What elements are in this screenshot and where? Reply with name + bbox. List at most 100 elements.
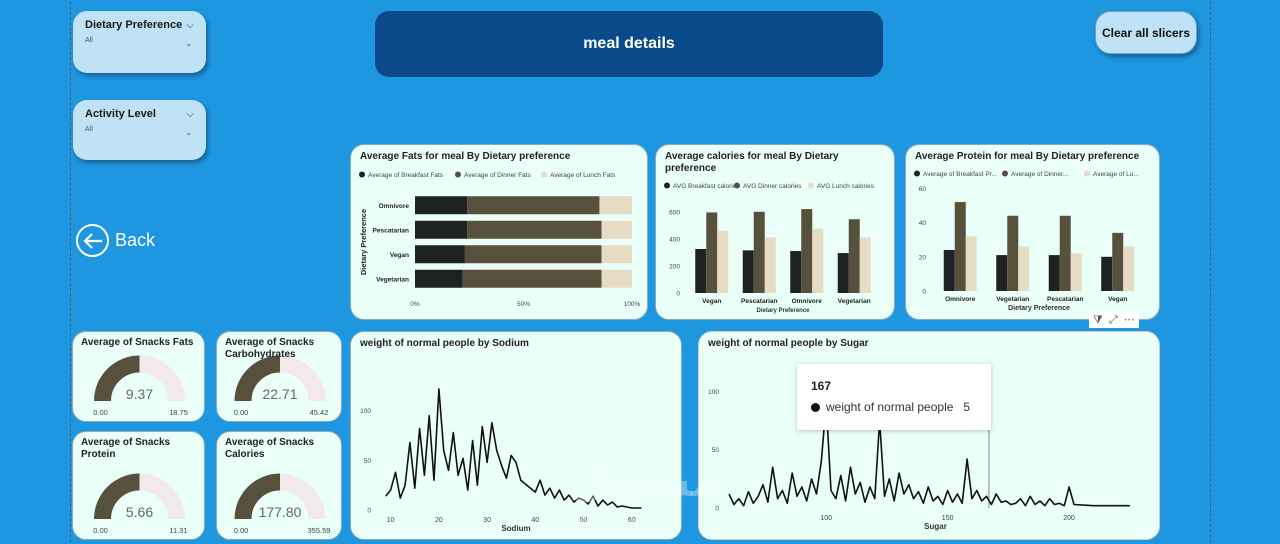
x-tick-label: 40 [531, 517, 539, 524]
bar-segment [599, 196, 632, 215]
y-tick-label: 20 [919, 254, 927, 261]
series-dot-icon [811, 402, 820, 412]
gauge-min: 0.00 [93, 526, 108, 535]
category-label: Vegan [390, 252, 409, 259]
gauge-title: Average of Snacks [225, 337, 315, 348]
gauge-min: 0.00 [93, 408, 108, 417]
x-tick-label: 60 [628, 517, 636, 524]
bar-segment [601, 269, 632, 288]
x-tick-label: 100 [820, 515, 832, 522]
gauge: 22.71 0.00 45.42 [234, 355, 329, 417]
chart-title: weight of normal people by Sodium [360, 338, 529, 349]
gauge-max: 45.42 [310, 408, 329, 417]
gauge-fill [234, 355, 281, 402]
bar [848, 219, 860, 293]
bar [837, 253, 849, 293]
chart-title: Average Protein for meal By Dietary pref… [915, 151, 1140, 162]
x-axis-title: Dietary Preference [1008, 305, 1070, 312]
activity-level-slicer[interactable]: Activity Level ⌵ All ⌄ [73, 100, 206, 160]
legend-label: Average of Dinner... [1011, 171, 1069, 178]
legend-marker [455, 171, 461, 178]
bar [859, 237, 871, 293]
legend-label: Average of Breakfast Fats [368, 172, 444, 179]
bar [695, 249, 707, 293]
bar [1059, 215, 1071, 291]
chevron-down-icon[interactable]: ⌵ [186, 20, 194, 31]
y-axis-title: Dietary Preference [359, 209, 368, 275]
bar-segment [467, 196, 600, 215]
y-tick-label: 200 [669, 263, 680, 270]
bar [790, 251, 802, 293]
slicer-title: Activity Level [85, 108, 156, 120]
category-label: Pescatarian [1047, 296, 1084, 303]
legend-marker [734, 182, 740, 189]
back-button[interactable]: Back [76, 224, 155, 257]
page-title: meal details [375, 11, 883, 77]
bar-segment [415, 196, 468, 215]
bar-segment [415, 245, 465, 264]
bar [996, 255, 1008, 291]
y-tick-label: 60 [919, 186, 927, 193]
bar [965, 236, 977, 291]
bar-segment [415, 220, 468, 239]
chevron-down-icon[interactable]: ⌵ [186, 109, 194, 120]
bar [764, 237, 776, 293]
bar [943, 249, 955, 291]
legend-label: Average of Lu... [1093, 171, 1139, 178]
more-options-icon[interactable]: ⋯ [1123, 314, 1135, 326]
gauge-title: Average of Snacks [81, 437, 171, 448]
series-line [728, 402, 1130, 507]
bar [1070, 253, 1082, 291]
legend-label: Average of Dinner Fats [464, 172, 531, 179]
bar [1007, 215, 1019, 291]
gauge-card-snacks-fats: Average of Snacks Fats 9.37 0.00 18.75 [72, 331, 205, 422]
chevron-down-icon[interactable]: ⌄ [185, 128, 192, 137]
x-tick-label: 50% [517, 301, 530, 308]
y-tick-label: 0 [676, 291, 680, 298]
sugar-chart-panel[interactable]: weight of normal people by Sugar 0 50 100 1… [698, 331, 1160, 540]
slicer-value[interactable]: All [85, 126, 93, 133]
gauge-value: 177.80 [259, 504, 302, 520]
chart-tooltip: 167 weight of normal people 5 [797, 364, 991, 430]
x-axis-title: Dietary Preference [756, 308, 810, 314]
protein-chart-panel: Average Protein for meal By Dietary pref… [905, 144, 1160, 320]
gauge-max: 355.59 [308, 526, 331, 535]
tooltip-row: weight of normal people 5 [811, 400, 970, 414]
bar-segment [601, 245, 632, 264]
gauge-fill [234, 473, 281, 520]
y-tick-label: 50 [364, 458, 372, 465]
x-tick-label: 100% [624, 301, 641, 308]
bar-segment [415, 269, 463, 288]
legend-marker [808, 182, 814, 189]
gauge-title-2: Calories [225, 449, 265, 460]
y-tick-label: 400 [669, 236, 680, 243]
slicer-value[interactable]: All [85, 37, 93, 44]
x-tick-label: 10 [387, 517, 395, 524]
gauge-max: 18.75 [169, 408, 188, 417]
chart-title: weight of normal people by Sugar [708, 338, 869, 349]
bar-segment [462, 269, 602, 288]
clear-all-slicers-button[interactable]: Clear all slicers [1095, 11, 1197, 54]
sodium-chart-panel: weight of normal people by Sodium 0 50 100… [350, 331, 682, 540]
chevron-down-icon[interactable]: ⌄ [185, 39, 192, 48]
slicer-title: Dietary Preference [85, 19, 183, 31]
y-tick-label: 100 [708, 389, 719, 396]
y-tick-label: 100 [360, 408, 371, 415]
gauge-min: 0.00 [234, 408, 249, 417]
bar [1018, 246, 1030, 291]
legend-marker [359, 171, 365, 178]
bar [717, 230, 729, 293]
bar [1112, 232, 1124, 291]
gauge: 9.37 0.00 18.75 [93, 355, 188, 417]
fats-chart: Average of Breakfast Fats Average of Dinn… [359, 171, 641, 308]
chart-title: Average Fats for meal By Dietary prefere… [360, 151, 571, 162]
x-tick-label: 50 [580, 517, 588, 524]
bar [812, 228, 824, 293]
filter-icon[interactable]: ⧩ [1093, 314, 1103, 326]
dietary-preference-slicer[interactable]: Dietary Preference ⌵ All ⌄ [73, 11, 206, 73]
tooltip-series: weight of normal people [826, 400, 954, 414]
focus-mode-icon[interactable]: ⤢ [1108, 314, 1118, 326]
gauge-title-2: Protein [81, 449, 116, 460]
y-tick-label: 40 [919, 220, 927, 227]
legend-label: AVG Lunch calories [817, 183, 875, 190]
